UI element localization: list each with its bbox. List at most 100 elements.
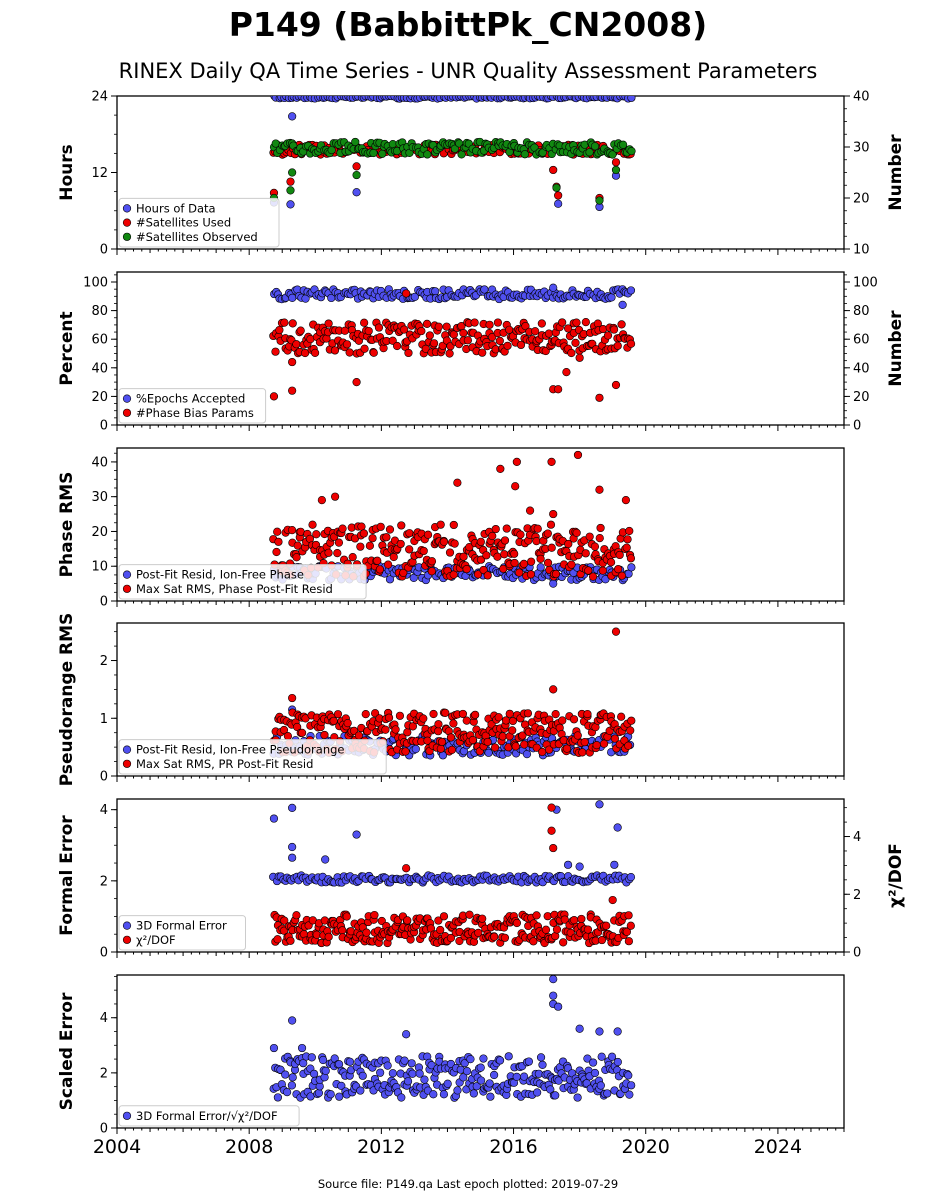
y-tick-label: 24 [91,90,108,105]
data-point [552,925,562,934]
data-point [573,450,583,460]
y-axis-label: Phase RMS [57,472,77,578]
data-point [343,719,352,728]
data-point [425,331,434,340]
data-point [518,731,527,740]
data-point [595,534,604,543]
data-point [512,918,522,928]
data-point [549,991,558,1000]
data-point [465,543,474,552]
data-point [375,565,385,574]
data-point [617,320,626,329]
data-point [597,935,607,945]
y-right-tick-label: 4 [853,830,861,845]
data-point [544,329,554,338]
data-layer [269,975,636,1102]
data-point [269,814,279,823]
data-point [588,572,598,581]
y-axis-label-right: χ²/DOF [886,843,906,908]
data-point [611,380,621,390]
data-point [551,1091,560,1100]
data-point [609,325,619,334]
data-point [393,341,402,351]
y-tick-label: 0 [100,946,108,961]
data-point [462,716,471,725]
data-point [536,554,545,563]
data-point [526,570,536,579]
data-point [427,557,437,566]
data-point [520,740,529,749]
data-point [286,186,295,195]
data-point [502,524,511,533]
data-point [405,545,414,554]
data-point [446,733,456,742]
data-point [293,722,302,732]
data-point [558,716,567,725]
data-point [490,1070,499,1080]
panel-4: 0 1 2 Pseudorange RMS Post-Fit Resid, Ion-Fr… [57,613,845,786]
legend: %Epochs Accepted#Phase Bias Params [118,388,267,424]
legend-box [118,564,367,600]
data-point [376,1068,385,1077]
x-tick-label: 2020 [622,1136,670,1158]
data-point [624,911,633,920]
y-tick-label: 30 [91,490,108,505]
data-point [288,386,297,395]
data-point [610,734,620,743]
data-point [281,1070,290,1079]
data-point [283,732,293,741]
data-point [510,558,519,568]
y-tick-label: 2 [100,654,108,669]
legend-marker [122,1111,132,1120]
data-point [519,1072,529,1081]
data-point [596,1081,605,1090]
data-point [537,319,546,328]
data-point [419,714,428,723]
data-point [500,933,510,942]
data-point [273,1093,282,1102]
legend-marker [122,584,132,593]
legend-box [118,1105,300,1127]
data-point [533,1088,542,1097]
data-point [618,300,627,309]
x-tick-label: 2016 [489,1136,537,1158]
data-point [552,183,561,192]
data-point [292,553,301,562]
data-point [271,347,280,356]
data-point [397,1093,406,1102]
data-point [624,1071,633,1080]
data-point [442,322,451,331]
legend-marker [122,570,132,579]
data-point [624,937,633,946]
data-point [352,378,361,387]
data-point [577,914,586,924]
data-point [378,149,387,158]
data-point [608,150,617,159]
data-point [449,719,458,728]
data-point [459,328,468,338]
data-point [529,937,538,946]
figure-subtitle: RINEX Daily QA Time Series - UNR Quality… [119,59,818,83]
series-3 [269,137,636,205]
data-point [419,546,428,556]
data-point [369,348,378,357]
data-point [407,1059,416,1068]
y-tick-label: 10 [91,560,108,575]
data-point [445,548,455,557]
data-point [421,344,430,353]
data-point [288,842,297,852]
data-point [459,552,468,561]
data-point [360,318,369,327]
data-point [429,1090,438,1099]
legend-label: Post-Fit Resid, Ion-Free Phase [136,568,304,582]
data-point [562,367,571,377]
data-point [583,709,592,719]
data-point [338,524,347,533]
data-point [490,743,500,752]
data-point [625,526,634,536]
data-point [352,830,361,839]
data-point [527,557,536,566]
data-point [345,1057,355,1066]
data-point [449,570,458,579]
data-point [415,1069,424,1078]
